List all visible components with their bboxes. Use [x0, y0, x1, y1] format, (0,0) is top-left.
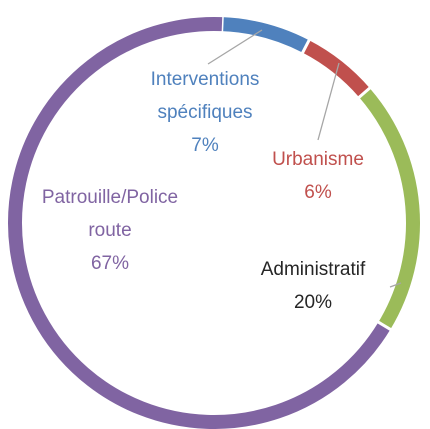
leader-line — [207, 29, 263, 65]
segment-separator — [375, 319, 394, 333]
category-label: Patrouille/Police route — [41, 187, 179, 241]
data-label: Interventions spécifiques 7% — [115, 63, 295, 162]
segment-separator — [355, 85, 373, 101]
leader-line — [389, 282, 402, 288]
donut-segment — [221, 17, 310, 53]
segment-separator — [299, 36, 312, 57]
data-label: Administratif 20% — [228, 253, 398, 319]
value-label: 7% — [191, 135, 219, 156]
value-label: 20% — [293, 292, 333, 313]
data-label: Patrouille/Police route 67% — [40, 181, 180, 280]
category-label: Administratif — [260, 259, 366, 280]
value-label: 6% — [304, 182, 332, 203]
category-label: Interventions spécifiques — [150, 69, 260, 123]
data-label: Urbanisme 6% — [243, 143, 393, 209]
donut-segment — [359, 88, 420, 330]
value-label: 67% — [90, 253, 130, 274]
donut-segment — [302, 40, 370, 98]
leader-line — [317, 62, 340, 141]
category-label: Urbanisme — [272, 149, 364, 170]
donut-segment — [8, 17, 391, 429]
